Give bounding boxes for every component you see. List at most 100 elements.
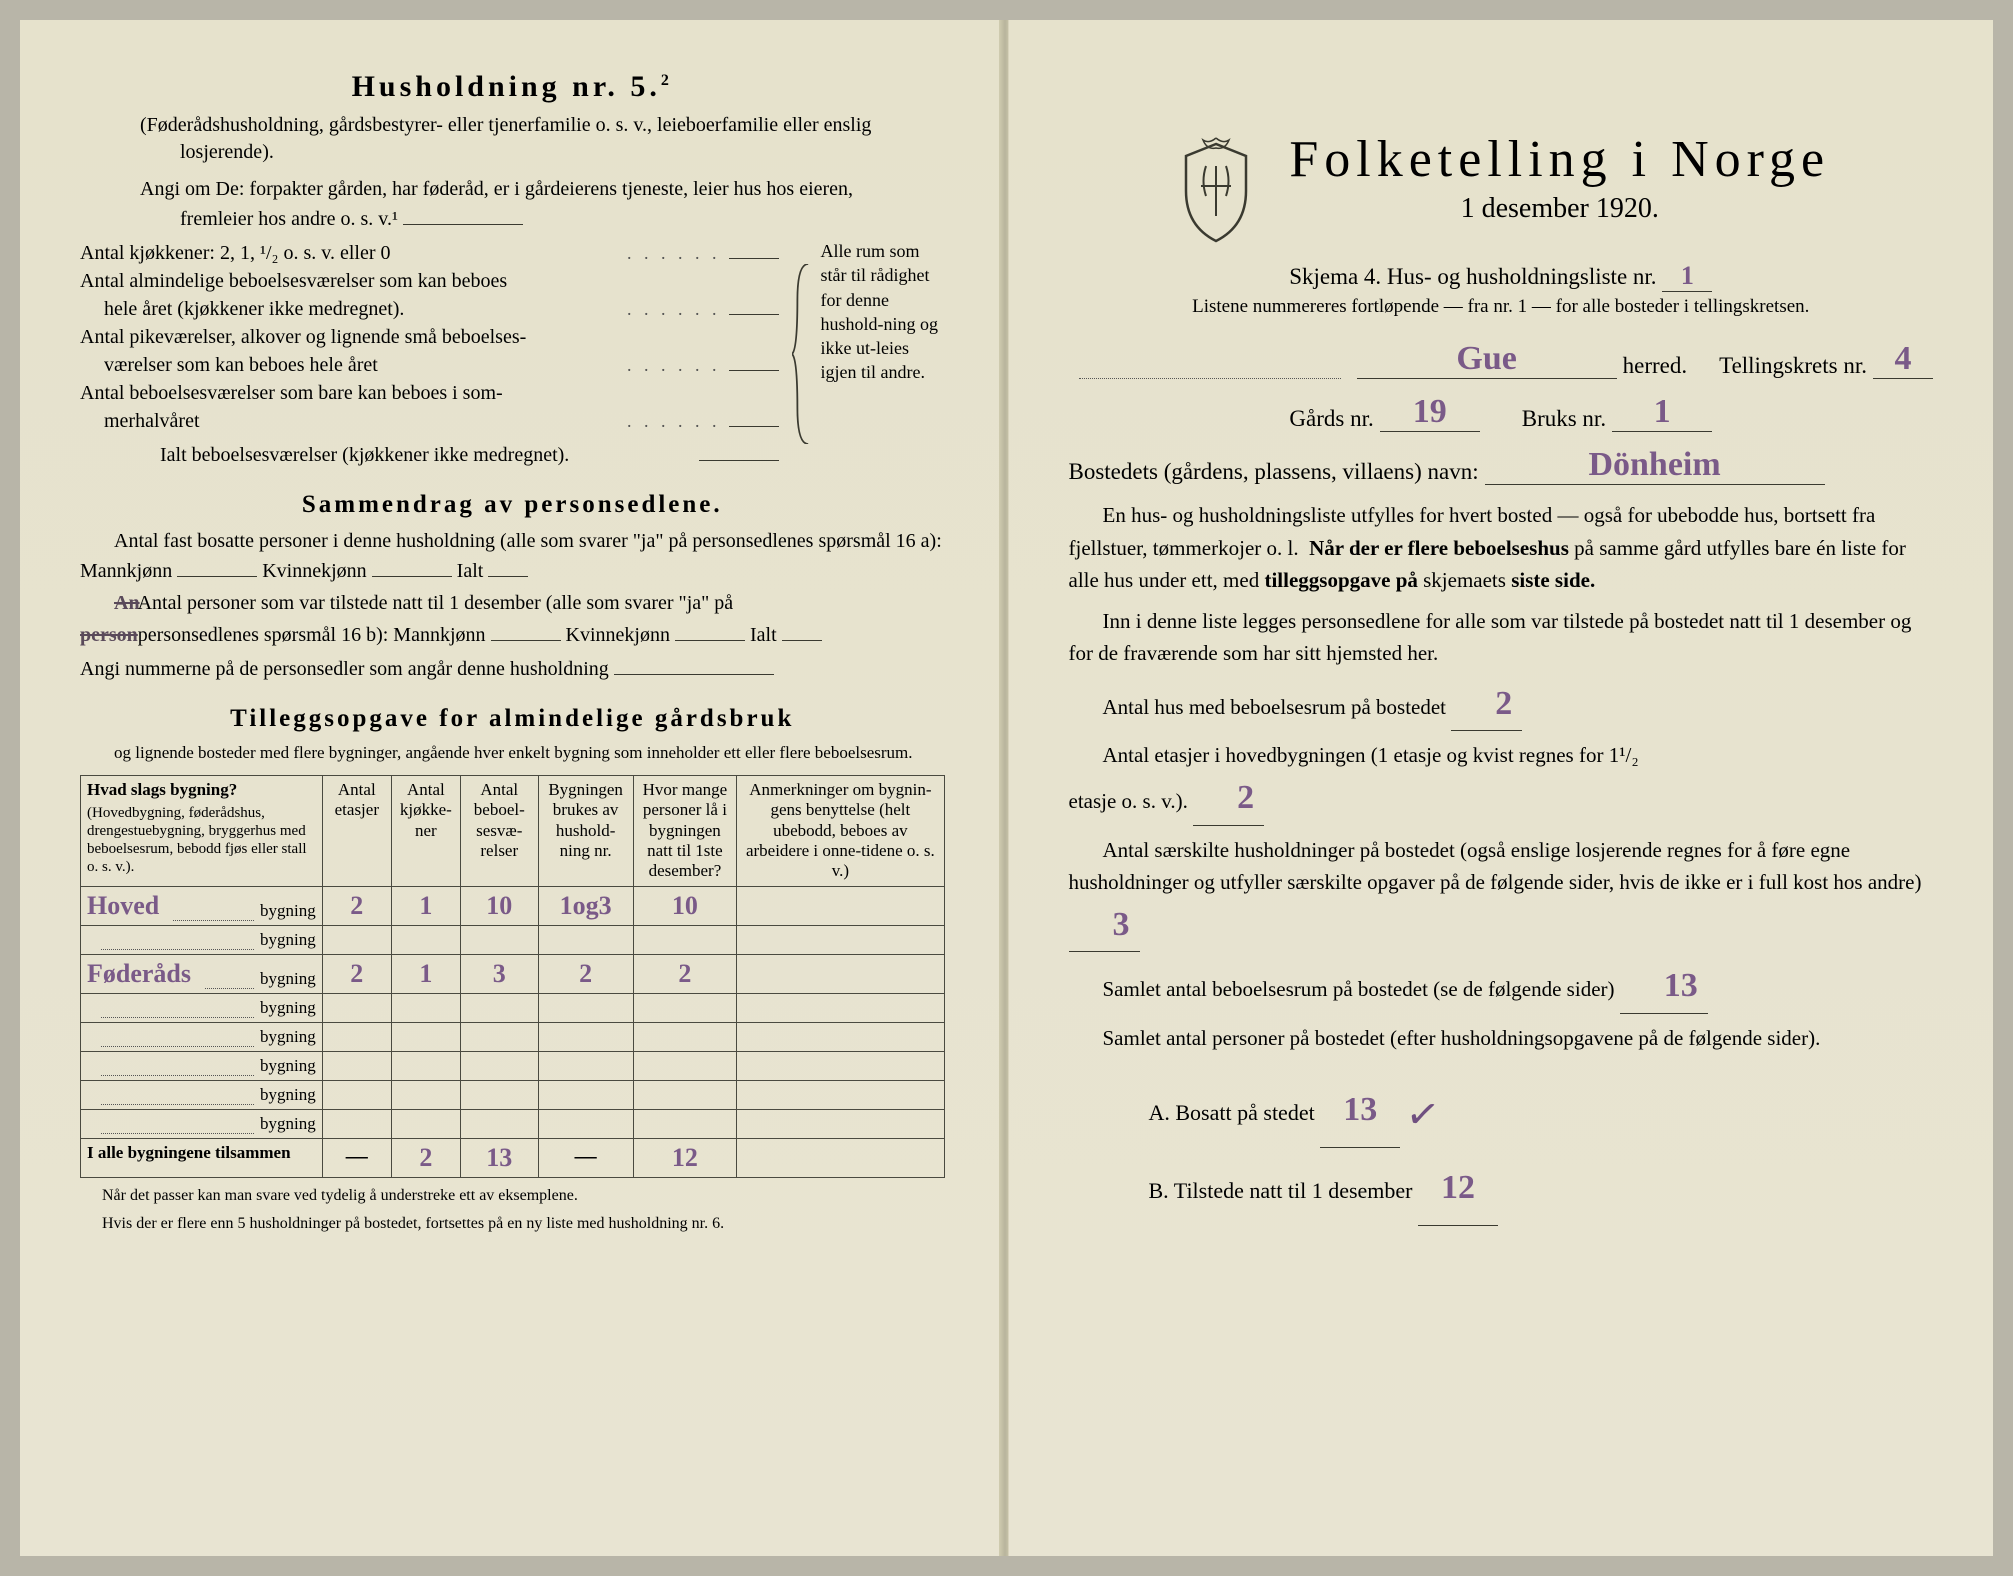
cell: 1 [391, 954, 460, 993]
th1-sub: (Hovedbygning, føderådshus, drengestueby… [87, 804, 316, 876]
blank [488, 555, 528, 577]
dotfill [101, 1088, 254, 1105]
total-c6: 12 [672, 1143, 698, 1172]
skjema-val: 1 [1681, 261, 1694, 290]
left-note2: Angi om De: forpakter gården, har føderå… [140, 176, 905, 233]
tilleg-table: Hvad slags bygning? (Hovedbygning, føder… [80, 775, 945, 1178]
cell: 1 [391, 886, 460, 925]
footer2: Hvis der er flere enn 5 husholdninger på… [80, 1214, 945, 1234]
cell-value: 1 [419, 959, 432, 988]
checkmark-icon: ✓ [1400, 1069, 1445, 1161]
cell [538, 1109, 633, 1138]
left-page: Husholdning nr. 5. 2 (Føderådshusholdning… [20, 20, 1008, 1556]
dots [627, 295, 721, 323]
cell [633, 925, 737, 954]
strike: person [80, 624, 138, 646]
table-row: bygning [81, 993, 945, 1022]
cell [460, 1022, 538, 1051]
blank [372, 555, 452, 577]
q1-val: 2 [1495, 685, 1512, 722]
q4-label: Samlet antal beboelsesrum på bostedet (s… [1103, 977, 1615, 1001]
room-l1: Antal kjøkkener: 2, 1, ¹/₂ o. s. v. elle… [80, 239, 627, 267]
room-l2b: hele året (kjøkkener ikke medregnet). [80, 295, 627, 323]
cell [737, 993, 944, 1022]
kvinne-label: Kvinnekjønn [262, 560, 366, 582]
strike: An [114, 592, 140, 614]
cell [391, 1109, 460, 1138]
q3-val: 3 [1113, 906, 1130, 943]
samm2b-text: personsedlenes spørsmål 16 b): Mannkjønn [138, 624, 486, 646]
samm-row2a: AnAntal personer som var tilstede natt t… [80, 589, 945, 617]
cell [737, 1022, 944, 1051]
gards-label: Gårds nr. [1289, 406, 1373, 432]
cell [737, 1109, 944, 1138]
note2-blank [403, 203, 523, 225]
listene-note: Listene nummereres fortløpende — fra nr.… [1069, 296, 1934, 318]
room-block: Antal kjøkkener: 2, 1, ¹/₂ o. s. v. elle… [80, 239, 945, 469]
cell [633, 993, 737, 1022]
q2-val: 2 [1237, 779, 1254, 816]
q3-label: Antal særskilte husholdninger på bostede… [1069, 838, 1922, 895]
b-val: 12 [1441, 1169, 1475, 1206]
blank [177, 555, 257, 577]
cell-value: 2 [579, 959, 592, 988]
cell: 2 [322, 886, 391, 925]
th7: Anmerkninger om bygnin-gens benyttelse (… [737, 775, 944, 886]
cell: 2 [633, 954, 737, 993]
cell [737, 886, 944, 925]
table-row: bygning [81, 1080, 945, 1109]
total-c2: — [322, 1138, 391, 1177]
total-c4: 13 [486, 1143, 512, 1172]
total-c3: 2 [419, 1143, 432, 1172]
ialt-label: Ialt [750, 624, 777, 646]
cell: 1og3 [538, 886, 633, 925]
leader [729, 258, 779, 259]
a-line: A. Bosatt på stedet 13 ✓ [1149, 1063, 1934, 1151]
bruks-label: Bruks nr. [1522, 406, 1606, 432]
table-row: bygning [81, 925, 945, 954]
bygning-suffix: bygning [260, 1027, 316, 1047]
samm-row3: Angi nummerne på de personsedler som ang… [80, 655, 945, 683]
th5: Bygningen brukes av hushold-ning nr. [538, 775, 633, 886]
cell [391, 925, 460, 954]
room-l5: Ialt beboelsesværelser (kjøkkener ikke m… [80, 441, 691, 469]
left-note1: (Føderådshusholdning, gårdsbestyrer- ell… [140, 112, 905, 166]
cell-value: 2 [350, 959, 363, 988]
right-date: 1 desember 1920. [1289, 193, 1830, 225]
cell [633, 1051, 737, 1080]
q5-label: Samlet antal personer på bostedet (efter… [1069, 1022, 1934, 1055]
q3-line: Antal særskilte husholdninger på bostede… [1069, 834, 1934, 953]
table-row: Føderådsbygning21322 [81, 954, 945, 993]
cell [322, 1022, 391, 1051]
q2a: Antal etasjer i hovedbygningen (1 etasje… [1103, 743, 1639, 767]
total-c5: — [538, 1138, 633, 1177]
q2b: etasje o. s. v.). [1069, 789, 1188, 813]
bygning-cell: bygning [81, 1080, 323, 1109]
th1: Hvad slags bygning? (Hovedbygning, føder… [81, 775, 323, 886]
room-l4b: merhalvåret [80, 407, 627, 435]
blank [491, 640, 561, 641]
p1-bold3: siste side. [1511, 568, 1595, 592]
dots [627, 239, 721, 267]
herred-line: Gue herred. Tellingskrets nr. 4 [1069, 340, 1934, 379]
bygning-cell: bygning [81, 993, 323, 1022]
right-title: Folketelling i Norge [1289, 130, 1830, 189]
tilleg-head: Tilleggsopgave for almindelige gårdsbruk [80, 705, 945, 733]
document-spread: Husholdning nr. 5. 2 (Føderådshusholdning… [20, 20, 1993, 1556]
q2-line: Antal etasjer i hovedbygningen (1 etasje… [1069, 739, 1934, 825]
a-val: 13 [1343, 1091, 1377, 1128]
bygning-suffix: bygning [260, 901, 316, 921]
dotlead [1079, 356, 1341, 379]
cell [322, 925, 391, 954]
bygning-suffix: bygning [260, 1114, 316, 1134]
tilleg-sub-text: og lignende bosteder med flere bygninger… [114, 743, 913, 762]
total-row: I alle bygningene tilsammen — 2 13 — 12 [81, 1138, 945, 1177]
bygning-suffix: bygning [260, 1085, 316, 1105]
title-text: Husholdning nr. 5. [352, 70, 661, 103]
cell: 2 [538, 954, 633, 993]
tilleg-sub: og lignende bosteder med flere bygninger… [80, 741, 945, 765]
cell [737, 954, 944, 993]
bygning-cell: Føderådsbygning [81, 954, 323, 993]
cell [391, 993, 460, 1022]
bosted-val: Dönheim [1588, 446, 1720, 483]
